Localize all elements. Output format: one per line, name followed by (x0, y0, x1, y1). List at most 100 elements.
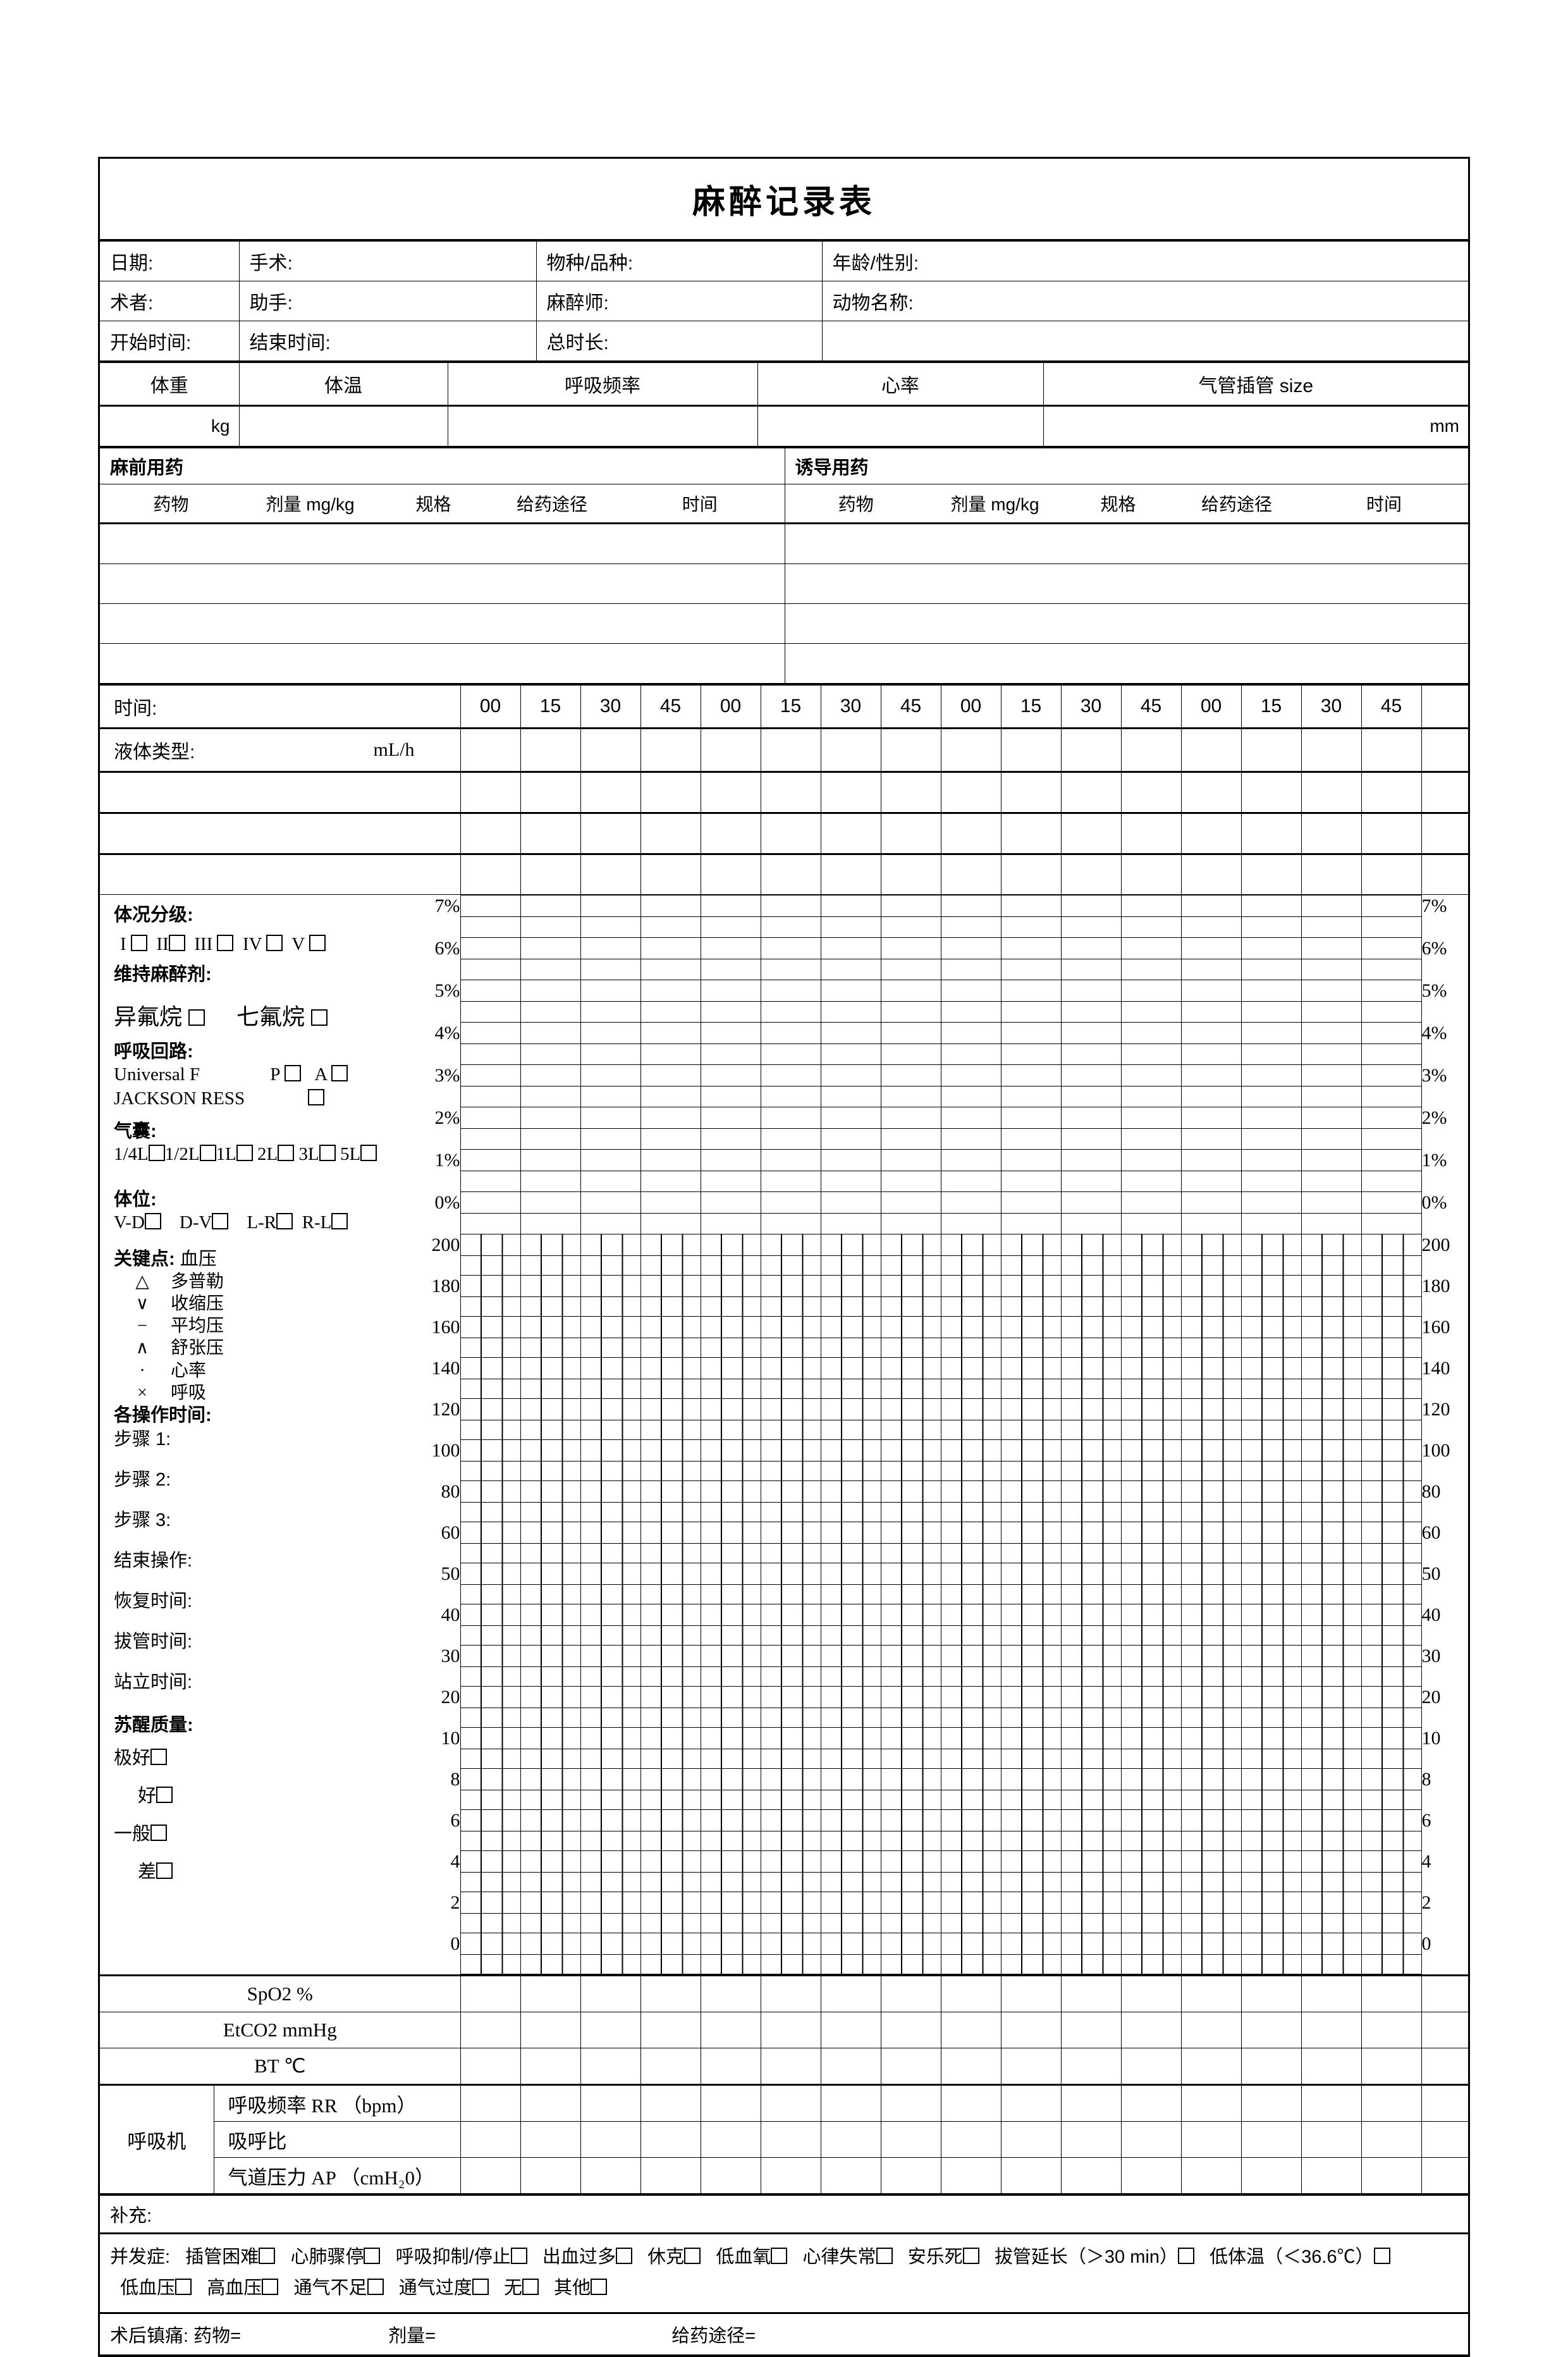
num-cell-4b-5[interactable] (760, 1420, 821, 1440)
pct-cell-0b-11[interactable] (1120, 916, 1182, 938)
pct-cell-1a-9[interactable] (1000, 937, 1062, 959)
num-cell-11b-4[interactable] (700, 1708, 761, 1728)
pct-cell-7a-6[interactable] (820, 1191, 881, 1214)
ventilator-cell-1-7[interactable] (880, 2121, 941, 2158)
num-cell-15b-1[interactable] (520, 1872, 581, 1892)
monitor-cell-0-spare[interactable] (1421, 1975, 1469, 2012)
pct-cell-1b-7[interactable] (880, 959, 941, 980)
pct-cell-2a-0[interactable] (460, 980, 521, 1002)
num-cell-4a-12[interactable] (1180, 1398, 1242, 1420)
num-cell-13b-6[interactable] (820, 1790, 881, 1810)
num-cell-9b-11[interactable] (1120, 1625, 1182, 1646)
pct-cell-7a-9[interactable] (1000, 1191, 1062, 1214)
num-cell-7a-10[interactable] (1060, 1522, 1122, 1544)
num-cell-15a-5[interactable] (760, 1850, 821, 1873)
ventilator-cell-2-8[interactable] (940, 2157, 1001, 2194)
num-cell-15a-12[interactable] (1180, 1850, 1242, 1873)
num-cell-6a-5[interactable] (760, 1480, 821, 1503)
vitals-value-temperature[interactable] (238, 405, 448, 446)
monitor-cell-1-3[interactable] (640, 2012, 701, 2048)
induction-entry-4[interactable] (784, 643, 1469, 684)
monitor-cell-0-8[interactable] (940, 1975, 1001, 2012)
pct-cell-7a-12[interactable] (1180, 1191, 1242, 1214)
num-cell-4a-8[interactable] (940, 1398, 1001, 1420)
pct-cell-0a-7[interactable] (880, 895, 941, 917)
num-cell-13b-9[interactable] (1000, 1790, 1062, 1810)
num-cell-1a-1[interactable] (520, 1275, 581, 1297)
num-cell-7a-8[interactable] (940, 1522, 1001, 1544)
num-cell-13a-12[interactable] (1180, 1768, 1242, 1790)
num-cell-5b-8[interactable] (940, 1461, 1001, 1481)
num-cell-3b-6[interactable] (820, 1379, 881, 1399)
num-cell-16a-10[interactable] (1060, 1892, 1122, 1914)
complication-option-cardiopulmonary-arrest[interactable]: 心肺骤停 (280, 2247, 381, 2267)
num-cell-0b-1[interactable] (520, 1255, 581, 1276)
pct-cell-2b-3[interactable] (640, 1001, 701, 1023)
num-cell-14a-15[interactable] (1361, 1809, 1422, 1831)
timeline-blank-cell-2-3[interactable] (640, 854, 701, 895)
pct-cell-3a-14[interactable] (1301, 1022, 1362, 1044)
pct-cell-3b-12[interactable] (1180, 1043, 1242, 1065)
num-cell-11b-11[interactable] (1120, 1708, 1182, 1728)
num-cell-11a-11[interactable] (1120, 1686, 1182, 1708)
num-cell-7a-11[interactable] (1120, 1522, 1182, 1544)
pct-cell-1a-4[interactable] (700, 937, 761, 959)
pct-cell-3a-12[interactable] (1180, 1022, 1242, 1044)
num-cell-16a-1[interactable] (520, 1892, 581, 1914)
num-cell-0a-13[interactable] (1240, 1234, 1302, 1256)
pct-cell-3a-15[interactable] (1361, 1022, 1422, 1044)
pct-cell-4a-7[interactable] (880, 1064, 941, 1086)
pct-cell-6b-10[interactable] (1060, 1171, 1122, 1192)
timeline-blank-cell-1-4[interactable] (700, 813, 761, 854)
num-cell-3b-0[interactable] (460, 1379, 521, 1399)
pct-cell-3b-0[interactable] (460, 1043, 521, 1065)
num-cell-15a-13[interactable] (1240, 1850, 1302, 1873)
pct-cell-4a-5[interactable] (760, 1064, 821, 1086)
complication-option-hypertension[interactable]: 高血压 (197, 2278, 279, 2298)
num-cell-17b-1[interactable] (520, 1954, 581, 1974)
pct-cell-5b-10[interactable] (1060, 1128, 1122, 1150)
num-cell-0a-3[interactable] (640, 1234, 701, 1256)
fluid-cell-6[interactable] (820, 728, 881, 772)
num-cell-6a-10[interactable] (1060, 1480, 1122, 1503)
num-cell-11b-10[interactable] (1060, 1708, 1122, 1728)
num-cell-9b-6[interactable] (820, 1625, 881, 1646)
num-cell-1a-2[interactable] (580, 1275, 641, 1297)
num-cell-8a-1[interactable] (520, 1563, 581, 1585)
num-cell-16b-13[interactable] (1240, 1913, 1302, 1933)
num-cell-1b-13[interactable] (1240, 1296, 1302, 1317)
num-cell-15a-15[interactable] (1361, 1850, 1422, 1873)
num-cell-6b-2[interactable] (580, 1502, 641, 1522)
complication-option-hypothermia[interactable]: 低体温（＜36.6℃） (1199, 2247, 1390, 2267)
num-cell-0b-10[interactable] (1060, 1255, 1122, 1276)
pct-cell-6b-1[interactable] (520, 1171, 581, 1192)
num-cell-15b-6[interactable] (820, 1872, 881, 1892)
pct-cell-1a-7[interactable] (880, 937, 941, 959)
num-cell-9a-9[interactable] (1000, 1604, 1062, 1626)
num-cell-14b-4[interactable] (700, 1831, 761, 1851)
num-cell-11b-13[interactable] (1240, 1708, 1302, 1728)
pct-cell-6b-4[interactable] (700, 1171, 761, 1192)
pct-cell-0a-8[interactable] (940, 895, 1001, 917)
fluid-cell-1[interactable] (520, 728, 581, 772)
num-cell-5b-1[interactable] (520, 1461, 581, 1481)
pct-cell-2a-7[interactable] (880, 980, 941, 1002)
pct-cell-3a-1[interactable] (520, 1022, 581, 1044)
num-cell-9a-12[interactable] (1180, 1604, 1242, 1626)
pct-cell-7a-2[interactable] (580, 1191, 641, 1214)
monitor-cell-2-11[interactable] (1120, 2048, 1182, 2085)
num-cell-12b-4[interactable] (700, 1749, 761, 1769)
num-cell-5b-2[interactable] (580, 1461, 641, 1481)
pct-cell-1b-6[interactable] (820, 959, 881, 980)
num-cell-11a-14[interactable] (1301, 1686, 1362, 1708)
num-cell-11a-5[interactable] (760, 1686, 821, 1708)
pct-cell-1a-14[interactable] (1301, 937, 1362, 959)
monitor-cell-2-12[interactable] (1180, 2048, 1242, 2085)
num-cell-6a-12[interactable] (1180, 1480, 1242, 1503)
num-cell-2a-7[interactable] (880, 1316, 941, 1338)
ventilator-cell-1-4[interactable] (700, 2121, 761, 2158)
timeline-blank-cell-1-11[interactable] (1120, 813, 1182, 854)
num-cell-3a-13[interactable] (1240, 1357, 1302, 1379)
monitor-cell-2-4[interactable] (700, 2048, 761, 2085)
num-cell-13b-1[interactable] (520, 1790, 581, 1810)
